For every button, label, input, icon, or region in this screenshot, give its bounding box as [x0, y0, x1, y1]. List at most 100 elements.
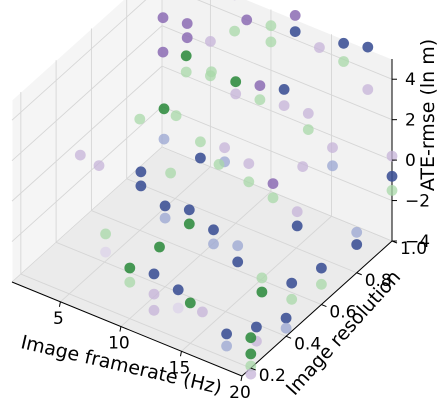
data-point [362, 41, 374, 53]
x-tick-label: 5 [53, 309, 64, 329]
data-point [219, 142, 231, 154]
data-point [221, 328, 233, 340]
x-axis-line [11, 281, 243, 377]
data-point [265, 20, 277, 32]
data-point [251, 321, 262, 333]
data-point [148, 288, 160, 300]
data-point [134, 113, 146, 125]
data-point [314, 42, 325, 53]
z-tick-label: 2 [405, 111, 416, 131]
grid-line-y [91, 210, 322, 305]
data-point [124, 276, 136, 288]
data-point [265, 36, 277, 48]
data-point [195, 136, 206, 148]
data-point [297, 161, 309, 173]
y-axis-line [241, 240, 393, 377]
x-tick-label: 15 [169, 358, 191, 378]
y-tick-label: 0.8 [365, 271, 392, 291]
data-point [280, 322, 292, 334]
data-point [205, 36, 216, 47]
data-point [254, 80, 266, 91]
data-point [351, 226, 363, 238]
data-point [280, 312, 292, 324]
grid-line-x [120, 191, 272, 327]
data-point [289, 10, 301, 21]
data-point [267, 192, 279, 204]
x-tick-label-mark [179, 351, 182, 357]
data-point [230, 76, 242, 88]
data-point [302, 108, 314, 119]
data-point [221, 340, 233, 352]
data-point [157, 12, 169, 24]
data-point [74, 149, 86, 161]
data-point [386, 185, 398, 196]
data-point [165, 167, 177, 179]
data-point [286, 277, 298, 289]
z-axis-label: ATE-rmse (ln m) [417, 39, 439, 191]
data-point [135, 166, 147, 178]
grid-line-y [20, 273, 251, 369]
z-tick-label: 4 [405, 70, 416, 90]
data-point [232, 240, 244, 252]
grid-line-z [161, 65, 393, 161]
grid-line-y [55, 241, 287, 337]
data-point [124, 262, 136, 274]
grid-line-x [60, 166, 211, 303]
data-point [291, 206, 303, 218]
data-point [278, 100, 290, 111]
z-tick-label: −4 [405, 232, 430, 252]
grid-line-z [161, 106, 393, 201]
grid-line-y [126, 178, 357, 274]
x-tick-label: 20 [229, 383, 251, 403]
data-point [172, 284, 184, 296]
z-tick-label: −2 [405, 192, 430, 212]
axes-panes [11, 0, 393, 377]
data-point [232, 256, 244, 268]
x-tick-label-mark [240, 375, 243, 382]
data-point [243, 176, 255, 188]
data-point [170, 110, 182, 122]
data-point [386, 150, 398, 162]
y-tick-label-mark [321, 304, 327, 307]
data-point [100, 228, 111, 240]
data-point [338, 56, 349, 67]
tick-labels: 5 10 15 20 0.2 0.4 0.6 0.8 1.0−4 −2 0 2 4 [53, 70, 430, 403]
data-point [172, 302, 184, 314]
data-point [291, 220, 303, 232]
data-point [135, 180, 147, 192]
data-point [180, 66, 192, 78]
data-point [278, 84, 290, 95]
data-point [197, 306, 208, 318]
grid-line-z [11, 106, 163, 242]
data-point [183, 204, 195, 216]
data-point [208, 238, 219, 250]
x-tick-label: 10 [108, 334, 130, 354]
grid-line-z [11, 65, 163, 202]
y-tick-label-mark [250, 367, 257, 371]
data-point [254, 94, 266, 106]
y-tick-label: 0.4 [294, 334, 321, 354]
data-point [256, 286, 268, 298]
data-point [159, 200, 171, 212]
y-tick-label: 0.2 [259, 366, 286, 386]
data-point [184, 297, 196, 309]
data-point [100, 246, 111, 258]
data-point [386, 170, 398, 182]
data-point [181, 32, 193, 44]
data-point [302, 124, 314, 135]
data-point [157, 46, 169, 58]
data-point [256, 272, 268, 284]
y-tick-label: 1.0 [400, 239, 427, 259]
data-point [241, 14, 253, 26]
data-point [267, 178, 279, 190]
data-point [245, 332, 257, 344]
data-point [245, 348, 257, 360]
grid-line-z [11, 0, 147, 121]
grid-line-x [181, 215, 332, 352]
data-point [316, 278, 327, 290]
data-point [158, 133, 170, 145]
data-point [181, 18, 193, 29]
x-tick-label-mark [119, 326, 122, 332]
data-point [286, 293, 298, 305]
